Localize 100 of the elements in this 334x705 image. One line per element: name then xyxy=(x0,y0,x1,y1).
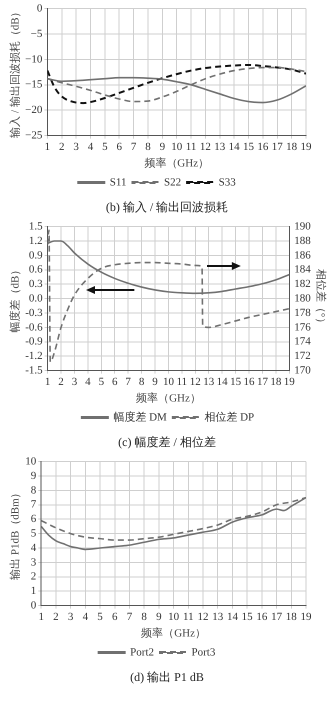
x-tick-label: 10 xyxy=(162,376,174,388)
y-tick-label: -1.5 xyxy=(25,364,44,376)
x-tick-label: 3 xyxy=(73,141,80,154)
legend-label: S11 xyxy=(110,176,126,188)
x-tick-label: 13 xyxy=(203,376,215,388)
legend-label: Port3 xyxy=(192,646,216,658)
x-tick-label: 9 xyxy=(152,376,158,388)
y-tick-label: 6 xyxy=(30,513,37,526)
y-axis-title: 输入 / 输出回波损耗（dB） xyxy=(8,6,22,138)
legend-label: Port2 xyxy=(130,646,154,658)
text: (c) 幅度差 / 相位差 xyxy=(117,434,217,451)
x-tick-label: 15 xyxy=(243,141,255,154)
x-tick-label: 18 xyxy=(286,141,298,154)
legend-label: 相位差 DP xyxy=(204,410,254,424)
y2-tick-label: 172 xyxy=(294,350,311,362)
y-tick-label: −10 xyxy=(25,53,43,66)
x-tick-label: 12 xyxy=(200,141,211,154)
y-tick-label: 0.9 xyxy=(28,249,44,262)
y2-tick-label: 178 xyxy=(294,306,312,319)
x-tick-label: 12 xyxy=(190,376,201,388)
y2-tick-label: 184 xyxy=(294,264,312,276)
y-tick-label: −5 xyxy=(30,28,43,40)
x-tick-label: 6 xyxy=(112,611,118,624)
legend-label: S33 xyxy=(218,176,236,188)
y-tick-label: -0.6 xyxy=(25,321,44,334)
y2-tick-label: 174 xyxy=(294,336,312,348)
y2-tick-label: 190 xyxy=(294,220,312,232)
x-tick-label: 5 xyxy=(97,611,104,624)
y-tick-label: 2 xyxy=(30,570,36,583)
y-tick-label: 1.5 xyxy=(28,220,44,232)
y2-tick-label: 182 xyxy=(294,278,311,290)
x-axis-title: 频率（GHz） xyxy=(144,156,210,170)
y-axis-title: 输出 P1dB（dBm） xyxy=(8,487,22,580)
x-tick-label: 17 xyxy=(272,141,284,154)
legend-label: S22 xyxy=(164,176,182,188)
x-tick-label: 15 xyxy=(242,611,254,624)
x-tick-label: 11 xyxy=(186,141,196,154)
x-tick-label: 2 xyxy=(59,141,65,154)
y-tick-label: −15 xyxy=(25,78,43,91)
y-tick-label: 8 xyxy=(30,484,37,496)
y-tick-label: 5 xyxy=(30,527,37,540)
x-tick-label: 11 xyxy=(183,611,194,624)
x-tick-label: 17 xyxy=(271,611,283,624)
x-tick-label: 7 xyxy=(125,376,132,388)
text: (d) 输出 P1 dB xyxy=(129,669,205,686)
y-tick-label: −20 xyxy=(25,104,43,116)
x-tick-label: 7 xyxy=(130,141,137,154)
x-tick-label: 8 xyxy=(145,141,152,154)
x-tick-label: 17 xyxy=(256,376,268,388)
x-tick-label: 18 xyxy=(286,611,298,624)
y-tick-label: 9 xyxy=(30,470,37,482)
x-tick-label: 10 xyxy=(168,611,180,624)
x-tick-label: 16 xyxy=(256,611,268,624)
y2-tick-label: 180 xyxy=(294,292,312,304)
x-tick-label: 8 xyxy=(138,376,145,388)
y2-tick-label: 188 xyxy=(294,234,312,247)
x-tick-label: 19 xyxy=(300,611,312,624)
x-tick-label: 14 xyxy=(216,376,228,388)
x-tick-label: 9 xyxy=(160,141,166,154)
x-axis-title: 频率（GHz） xyxy=(136,391,201,404)
x-tick-label: 16 xyxy=(244,376,256,388)
x-tick-label: 9 xyxy=(156,611,162,624)
x-tick-label: 5 xyxy=(98,376,105,388)
x-tick-label: 13 xyxy=(212,611,224,624)
x-tick-label: 4 xyxy=(88,141,94,154)
y-tick-label: 0 xyxy=(30,599,37,612)
y-tick-label: 3 xyxy=(30,556,37,568)
x-axis-title: 频率（GHz） xyxy=(141,626,206,640)
x-tick-label: 4 xyxy=(82,611,89,624)
x-tick-label: 13 xyxy=(214,141,226,154)
y-tick-label: -0.3 xyxy=(25,306,44,319)
y2-tick-label: 170 xyxy=(294,364,312,376)
y-axis-title: 幅度差（dB） xyxy=(8,264,22,333)
y-tick-label: −25 xyxy=(25,129,43,142)
x-tick-label: 4 xyxy=(85,376,92,388)
y-tick-label: -1.2 xyxy=(25,350,43,362)
x-tick-label: 6 xyxy=(116,141,122,154)
x-tick-label: 3 xyxy=(72,376,78,388)
y-tick-label: 0.0 xyxy=(28,292,44,304)
x-tick-label: 19 xyxy=(284,376,296,388)
text: (b) 输入 / 输出回波损耗 xyxy=(104,199,230,216)
x-tick-label: 5 xyxy=(102,141,108,154)
y2-tick-label: 186 xyxy=(294,249,312,262)
x-tick-label: 12 xyxy=(198,611,209,624)
x-tick-label: 14 xyxy=(226,611,238,624)
x-tick-label: 16 xyxy=(257,141,269,154)
y-tick-label: 0 xyxy=(36,2,43,14)
y-tick-label: -0.9 xyxy=(25,336,44,348)
x-tick-label: 11 xyxy=(176,376,188,388)
x-tick-label: 7 xyxy=(126,611,133,624)
y-tick-label: 4 xyxy=(30,542,37,554)
x-tick-label: 2 xyxy=(58,376,64,388)
x-tick-label: 18 xyxy=(270,376,282,388)
x-tick-label: 14 xyxy=(228,141,240,154)
y-tick-label: 1.2 xyxy=(28,234,43,247)
y-tick-label: 0.6 xyxy=(28,264,44,276)
y-tick-label: 0.3 xyxy=(28,278,44,290)
x-tick-label: 19 xyxy=(300,141,312,154)
y-tick-label: 1 xyxy=(30,585,36,598)
y2-tick-label: 176 xyxy=(294,321,312,334)
